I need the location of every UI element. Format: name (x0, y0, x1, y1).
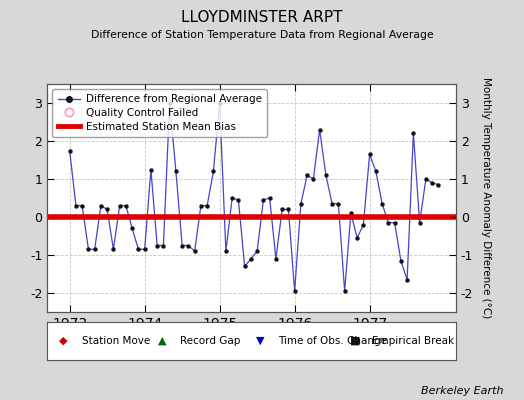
Text: ◆: ◆ (59, 336, 68, 346)
Text: ▲: ▲ (158, 336, 166, 346)
Legend: Difference from Regional Average, Quality Control Failed, Estimated Station Mean: Difference from Regional Average, Qualit… (52, 89, 267, 137)
Text: ■: ■ (350, 336, 360, 346)
Text: Station Move: Station Move (82, 336, 150, 346)
Y-axis label: Monthly Temperature Anomaly Difference (°C): Monthly Temperature Anomaly Difference (… (481, 77, 491, 319)
Text: LLOYDMINSTER ARPT: LLOYDMINSTER ARPT (181, 10, 343, 25)
Text: Empirical Break: Empirical Break (372, 336, 454, 346)
Text: ▼: ▼ (256, 336, 264, 346)
Text: Time of Obs. Change: Time of Obs. Change (278, 336, 387, 346)
Text: Record Gap: Record Gap (180, 336, 241, 346)
Text: Difference of Station Temperature Data from Regional Average: Difference of Station Temperature Data f… (91, 30, 433, 40)
Text: Berkeley Earth: Berkeley Earth (421, 386, 503, 396)
